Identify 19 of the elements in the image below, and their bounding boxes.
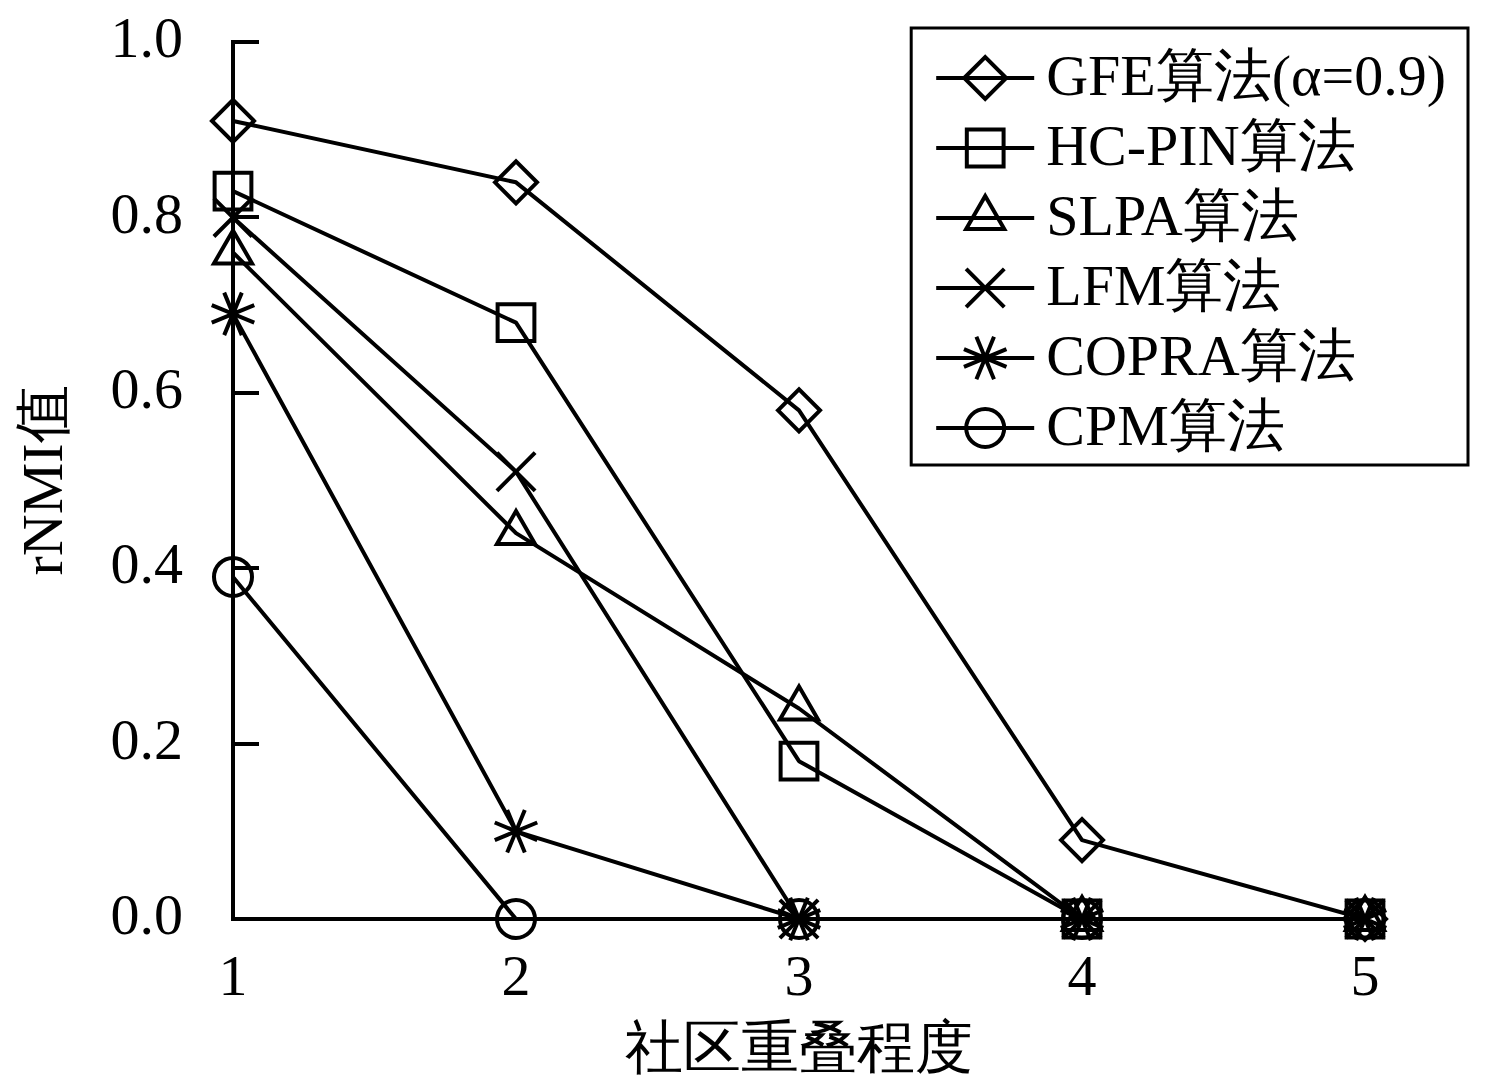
y-axis-title: rNMI值 bbox=[10, 385, 76, 576]
y-tick-label: 0.4 bbox=[110, 531, 183, 597]
legend-label: HC-PIN算法 bbox=[1046, 113, 1356, 179]
x-tick-label: 5 bbox=[1350, 943, 1380, 1009]
legend-label: COPRA算法 bbox=[1046, 323, 1356, 389]
x-tick-label: 4 bbox=[1067, 943, 1097, 1009]
y-tick-label: 0.2 bbox=[110, 706, 183, 772]
y-tick-label: 0.8 bbox=[110, 180, 183, 246]
legend-label: LFM算法 bbox=[1046, 253, 1282, 319]
y-tick-label: 0.0 bbox=[110, 882, 183, 948]
x-axis-title: 社区重叠程度 bbox=[625, 1015, 973, 1081]
x-tick-label: 1 bbox=[218, 943, 248, 1009]
y-tick-label: 1.0 bbox=[110, 5, 183, 71]
legend-label: GFE算法(α=0.9) bbox=[1046, 43, 1447, 109]
x-tick-label: 3 bbox=[784, 943, 814, 1009]
legend-label: CPM算法 bbox=[1046, 393, 1285, 459]
y-tick-label: 0.6 bbox=[110, 356, 183, 422]
legend-label: SLPA算法 bbox=[1046, 183, 1299, 249]
x-tick-label: 2 bbox=[501, 943, 531, 1009]
